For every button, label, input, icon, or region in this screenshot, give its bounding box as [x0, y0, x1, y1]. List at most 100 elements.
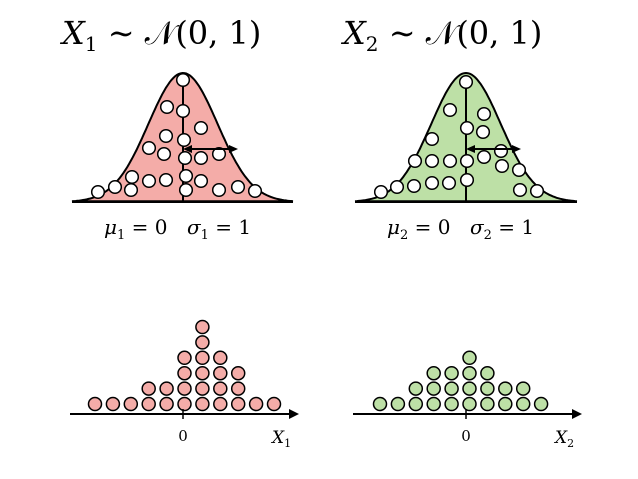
bell-dot-x2-12 — [459, 120, 475, 136]
bell-dot-x1-21 — [211, 182, 227, 198]
sample-dot-x2-c6-3 — [462, 365, 477, 381]
sample-dot-x1-c6-1 — [177, 396, 192, 412]
sample-dot-x1-c9-3 — [230, 365, 246, 381]
sample-dot-x2-c7-1 — [480, 396, 495, 412]
title-x2-sub: 2 — [366, 32, 379, 56]
axis-x1-label: X1 — [270, 428, 291, 450]
mu-label-x2-sym: μ — [387, 215, 400, 239]
sample-dot-x2-c8-1 — [498, 396, 513, 412]
mu-label-x1-rest: = 0 — [125, 215, 167, 239]
sigma-arrow-x2 — [466, 145, 521, 153]
mu-label-x2-rest: = 0 — [408, 215, 450, 239]
bell-dot-x2-13 — [459, 153, 475, 169]
sample-dot-x2-c4-3 — [426, 365, 441, 381]
sample-dots-x1 — [87, 319, 282, 412]
bell-dot-x2-3 — [406, 178, 422, 194]
sample-dot-x2-c6-4 — [462, 350, 477, 366]
bell-dot-x1-14 — [177, 150, 193, 166]
sigma-label-x2-rest: = 1 — [492, 215, 534, 239]
bell-dot-x1-23 — [247, 183, 263, 199]
title-x1-rest: ∼ 𝒩(0, 1) — [98, 14, 262, 52]
sample-dot-x1-c8-3 — [213, 365, 228, 381]
sample-dot-x1-c6-2 — [177, 381, 192, 396]
sample-dot-x1-c7-4 — [195, 350, 210, 366]
sample-dot-x2-c1-1 — [372, 396, 388, 412]
axis-x2-label-sub: 2 — [567, 437, 574, 450]
axis-x2-tick-label: 0 — [461, 427, 471, 445]
sigma-label-x1-sym: σ — [187, 215, 202, 239]
title-x2-var: X — [340, 14, 367, 52]
bell-dot-x1-7 — [156, 146, 172, 162]
sample-dot-x1-c6-3 — [177, 365, 192, 381]
sample-dot-x2-c6-2 — [462, 381, 477, 396]
sample-dot-x1-c5-1 — [159, 396, 174, 412]
sigma-arrow-x1 — [183, 145, 238, 153]
sample-dot-x1-c7-3 — [195, 365, 210, 381]
bell-dot-x2-1 — [373, 184, 389, 200]
sample-dot-x2-c2-1 — [390, 396, 406, 412]
axis-x2-label-var: X — [553, 428, 568, 448]
title-x1-var: X — [59, 14, 86, 52]
bell-dots-x1 — [90, 72, 263, 200]
sigma-arrow-x1-left-head — [183, 145, 192, 153]
bell-dot-x1-12 — [175, 103, 191, 119]
bell-dot-x2-10 — [442, 102, 458, 118]
bell-dot-x1-11 — [175, 72, 191, 88]
panel-x2: X2 ∼ 𝒩(0, 1) μ2 = 0 σ2 = 1 0 X2 — [340, 14, 582, 450]
sample-dots-x2 — [372, 350, 549, 412]
sample-dot-x2-c4-2 — [426, 381, 441, 396]
axis-x2-arrowhead — [572, 409, 582, 419]
bell-dot-x1-16 — [178, 182, 194, 198]
sample-dot-x1-c10-1 — [248, 396, 264, 412]
sigma-label-x1-sub: 1 — [201, 228, 209, 243]
bell-dot-x1-4 — [124, 169, 140, 185]
bell-dot-x1-15 — [178, 168, 194, 184]
sample-dot-x1-c6-4 — [177, 350, 192, 366]
sample-dot-x1-c1-1 — [87, 396, 103, 412]
sigma-label-x1-rest: = 1 — [209, 215, 251, 239]
sample-dot-x1-c2-1 — [105, 396, 121, 412]
bell-dot-x1-9 — [158, 128, 174, 144]
sample-dot-x1-c3-1 — [123, 396, 139, 412]
mu-label-x1: μ1 = 0 — [104, 215, 167, 243]
bell-dot-x1-18 — [193, 150, 209, 166]
sigma-label-x2: σ2 = 1 — [470, 215, 534, 243]
title-x2-rest: ∼ 𝒩(0, 1) — [379, 14, 543, 52]
sample-dot-x2-c5-3 — [444, 365, 459, 381]
sample-dot-x1-c7-2 — [195, 381, 210, 396]
bell-dot-x2-21 — [512, 182, 528, 198]
bell-dot-x1-17 — [193, 120, 209, 136]
sigma-label-x2-sub: 2 — [484, 228, 492, 243]
bell-dot-x2-18 — [493, 143, 509, 159]
axis-x2-label: X2 — [553, 428, 574, 450]
bell-dot-x2-19 — [494, 158, 510, 174]
sample-dot-x1-c9-2 — [230, 381, 246, 396]
sample-dot-x1-c4-2 — [141, 381, 156, 396]
sample-dot-x2-c7-2 — [480, 381, 495, 396]
bell-dot-x2-15 — [475, 124, 491, 140]
sigma-arrow-x2-left-head — [466, 145, 475, 153]
bell-dot-x1-5 — [141, 173, 157, 189]
sample-dot-x2-c9-1 — [515, 396, 531, 412]
bell-dot-x1-13 — [176, 132, 192, 148]
bell-dot-x1-10 — [159, 99, 175, 115]
sample-dot-x1-c8-1 — [213, 396, 228, 412]
sigma-label-x1: σ1 = 1 — [187, 215, 251, 243]
panel-x1: X1 ∼ 𝒩(0, 1) μ1 = 0 σ1 = 1 0 X1 — [59, 14, 299, 450]
bell-dot-x1-19 — [193, 173, 209, 189]
sample-dot-x1-c4-1 — [141, 396, 156, 412]
bell-dot-x2-22 — [529, 183, 545, 199]
bell-dot-x2-9 — [442, 153, 458, 169]
sigma-arrow-x2-right-head — [512, 145, 521, 153]
bell-dot-x2-11 — [458, 74, 474, 90]
bell-dot-x2-6 — [424, 153, 440, 169]
sigma-label-x2-sym: σ — [470, 215, 485, 239]
title-x1-sub: 1 — [85, 32, 98, 56]
bell-dot-x1-3 — [123, 182, 139, 198]
bell-dot-x2-17 — [476, 149, 492, 165]
title-x2: X2 ∼ 𝒩(0, 1) — [340, 14, 542, 56]
bell-dot-x1-22 — [230, 179, 246, 195]
sample-dot-x2-c8-2 — [498, 381, 513, 396]
sample-dot-x1-c11-1 — [266, 396, 282, 412]
